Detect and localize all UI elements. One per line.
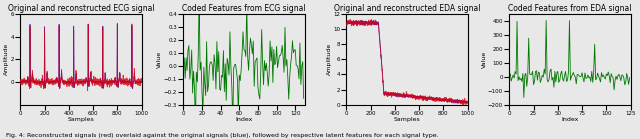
Title: Original and reconstructed ECG signal: Original and reconstructed ECG signal bbox=[8, 4, 154, 13]
Y-axis label: Amplitude: Amplitude bbox=[4, 43, 9, 75]
Title: Original and reconstructed EDA signal: Original and reconstructed EDA signal bbox=[333, 4, 480, 13]
Title: Coded Features from EDA signal: Coded Features from EDA signal bbox=[508, 4, 632, 13]
Y-axis label: Value: Value bbox=[157, 51, 163, 68]
Y-axis label: Value: Value bbox=[481, 51, 486, 68]
Y-axis label: Amplitude: Amplitude bbox=[326, 43, 332, 75]
X-axis label: Samples: Samples bbox=[68, 117, 94, 122]
X-axis label: Index: Index bbox=[236, 117, 253, 122]
X-axis label: Samples: Samples bbox=[394, 117, 420, 122]
X-axis label: Index: Index bbox=[561, 117, 579, 122]
Text: Fig. 4: Reconstructed signals (red) overlaid against the original signals (blue): Fig. 4: Reconstructed signals (red) over… bbox=[6, 133, 439, 138]
Title: Coded Features from ECG signal: Coded Features from ECG signal bbox=[182, 4, 306, 13]
